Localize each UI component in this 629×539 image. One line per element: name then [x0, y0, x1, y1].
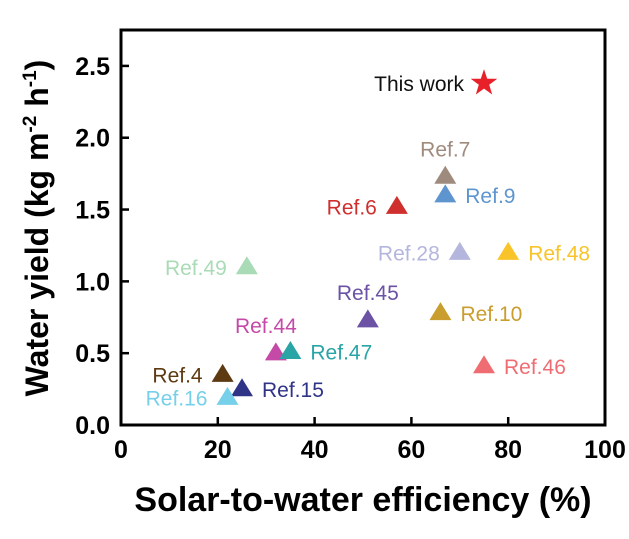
point-label-ref-4: Ref.4: [152, 365, 203, 388]
marker-ref-47: [279, 340, 302, 359]
point-label-ref-49: Ref.49: [165, 257, 227, 280]
point-label-ref-15: Ref.15: [262, 379, 324, 402]
y-tick-label: 0.0: [75, 412, 110, 440]
x-axis-title: Solar-to-water efficiency (%): [134, 481, 591, 519]
point-label-ref-9: Ref.9: [465, 185, 515, 208]
point-label-ref-45: Ref.45: [337, 282, 399, 305]
y-tick-label: 2.0: [75, 125, 110, 153]
point-label-this-work: This work: [374, 73, 464, 96]
marker-ref-10: [429, 302, 452, 321]
x-tick-label: 20: [204, 436, 232, 464]
axis-ticks: 0 20 40 60 80 100 0.0 0.5 1.0 1.5 2.0 2.5: [75, 53, 626, 464]
point-label-ref-10: Ref.10: [460, 303, 522, 326]
point-label-ref-47: Ref.47: [310, 342, 372, 365]
y-tick-label: 1.0: [75, 268, 110, 296]
y-axis-title: Water yield (kg m-2 h-1): [19, 60, 55, 397]
point-label-ref-28: Ref.28: [378, 243, 440, 266]
marker-ref-49: [235, 256, 258, 275]
marker-ref-7: [434, 165, 457, 184]
y-axis-title-sup1: -2: [20, 116, 41, 133]
marker-ref-45: [356, 309, 379, 328]
y-axis-title-close: ): [19, 60, 55, 71]
y-axis-title-mid: h: [19, 87, 55, 115]
marker-ref-6: [385, 195, 408, 214]
y-tick-label: 0.5: [75, 340, 110, 368]
y-tick-label: 1.5: [75, 197, 110, 225]
marker-ref-4: [211, 363, 234, 382]
plot-frame: [119, 28, 607, 427]
y-axis-title-sup2: -1: [20, 70, 41, 87]
x-tick-label: 0: [114, 436, 128, 464]
point-label-ref-46: Ref.46: [504, 356, 566, 379]
x-tick-label: 40: [301, 436, 329, 464]
marker-ref-16: [216, 386, 239, 405]
marker-ref-15: [231, 378, 253, 397]
y-axis-title-main: Water yield (kg m: [19, 133, 55, 397]
data-points: [211, 69, 520, 405]
marker-this-work: [470, 69, 498, 95]
marker-ref-46: [473, 355, 495, 374]
marker-ref-28: [448, 241, 471, 260]
marker-ref-9: [434, 184, 457, 203]
point-label-ref-6: Ref.6: [327, 197, 377, 220]
point-label-ref-44: Ref.44: [235, 315, 297, 338]
x-tick-label: 100: [584, 436, 626, 464]
marker-ref-48: [497, 241, 520, 260]
point-label-ref-7: Ref.7: [420, 139, 470, 162]
x-tick-label: 60: [397, 436, 425, 464]
point-label-ref-48: Ref.48: [528, 243, 590, 266]
y-tick-label: 2.5: [75, 53, 110, 81]
x-tick-label: 80: [494, 436, 522, 464]
point-label-ref-16: Ref.16: [146, 388, 208, 411]
